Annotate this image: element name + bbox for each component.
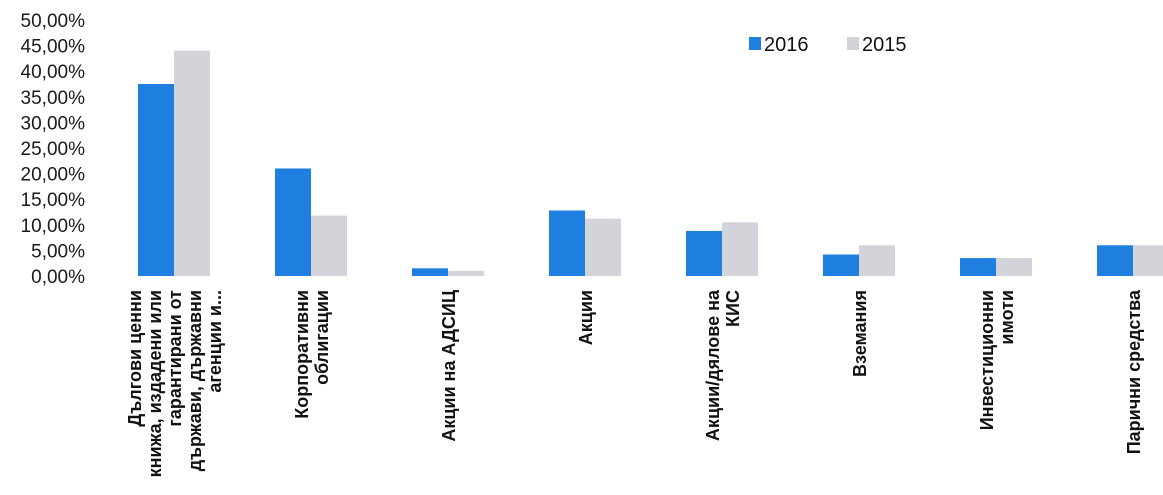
y-tick-label: 25,00% — [21, 139, 86, 160]
bar-2015-4 — [722, 222, 758, 276]
x-category-label-line: Акции — [576, 290, 596, 345]
y-tick-label: 20,00% — [21, 165, 86, 186]
y-axis: 0,00% 5,00% 10,00% 15,00% 20,00% 25,00% 30,00%… — [21, 11, 86, 288]
y-tick-label: 5,00% — [31, 241, 85, 262]
x-category-label-line: Акции/дялове на — [703, 289, 723, 441]
bar-2016-0 — [138, 84, 174, 276]
legend-swatch-2015 — [847, 37, 859, 50]
bar-2015-5 — [859, 245, 895, 276]
legend-label-2015: 2015 — [862, 34, 907, 56]
x-category-label: Корпоративни облигации — [292, 290, 332, 419]
bar-2015-7 — [1133, 245, 1163, 276]
x-category-label-line: имоти — [997, 290, 1017, 345]
x-category-label-line: Дългови ценни — [125, 290, 145, 427]
x-category-label-line: Инвестиционни — [977, 290, 997, 430]
bars — [138, 50, 1163, 276]
legend: 2016 2015 — [749, 34, 907, 56]
x-category-label-line: Акции на АДСИЦ — [439, 289, 459, 442]
y-tick-label: 15,00% — [21, 190, 86, 211]
x-category-label: Инвестиционни имоти — [977, 290, 1017, 430]
bar-2016-3 — [549, 210, 585, 276]
x-category-label: Парични средства — [1124, 289, 1144, 454]
x-category-label-line: облигации — [312, 290, 332, 385]
y-tick-label: 40,00% — [21, 62, 86, 83]
y-tick-label: 10,00% — [21, 216, 86, 237]
bar-2015-1 — [311, 215, 347, 276]
x-category-label: Акции/дялове на КИС — [703, 289, 743, 441]
bar-2015-3 — [585, 218, 621, 276]
x-category-label-line: агенции и... — [205, 290, 225, 393]
bar-2016-6 — [960, 258, 996, 276]
x-category-label: Дългови ценни книжа, издадени или гарантир… — [125, 290, 225, 478]
x-category-label-line: Вземания — [850, 290, 870, 377]
x-category-label: Вземания — [850, 290, 870, 377]
bar-2015-6 — [996, 258, 1032, 276]
y-tick-label: 45,00% — [21, 37, 86, 58]
y-tick-label: 0,00% — [31, 267, 85, 288]
x-category-label-line: гарантирани от — [165, 290, 185, 427]
x-category-label-line: КИС — [723, 290, 743, 327]
bar-2016-5 — [823, 254, 859, 276]
x-category-label: Акции на АДСИЦ — [439, 289, 459, 442]
bar-2016-4 — [686, 230, 722, 276]
bar-2015-0 — [174, 50, 210, 276]
x-category-label-line: книжа, издадени или — [145, 290, 165, 477]
bar-2016-7 — [1097, 245, 1133, 276]
x-category-label-line: Парични средства — [1124, 289, 1144, 454]
x-category-label-line: Корпоративни — [292, 290, 312, 419]
legend-label-2016: 2016 — [764, 34, 809, 56]
bar-2016-1 — [275, 168, 311, 276]
y-tick-label: 30,00% — [21, 113, 86, 134]
y-tick-label: 50,00% — [21, 11, 86, 32]
y-tick-label: 35,00% — [21, 88, 86, 109]
bar-2016-2 — [412, 268, 448, 276]
x-category-label-line: държави, държавни — [185, 290, 205, 471]
x-category-label: Акции — [576, 290, 596, 345]
legend-swatch-2016 — [749, 37, 761, 50]
bar-2015-2 — [448, 270, 484, 276]
x-axis-labels: Дългови ценни книжа, издадени или гарантир… — [125, 289, 1144, 477]
